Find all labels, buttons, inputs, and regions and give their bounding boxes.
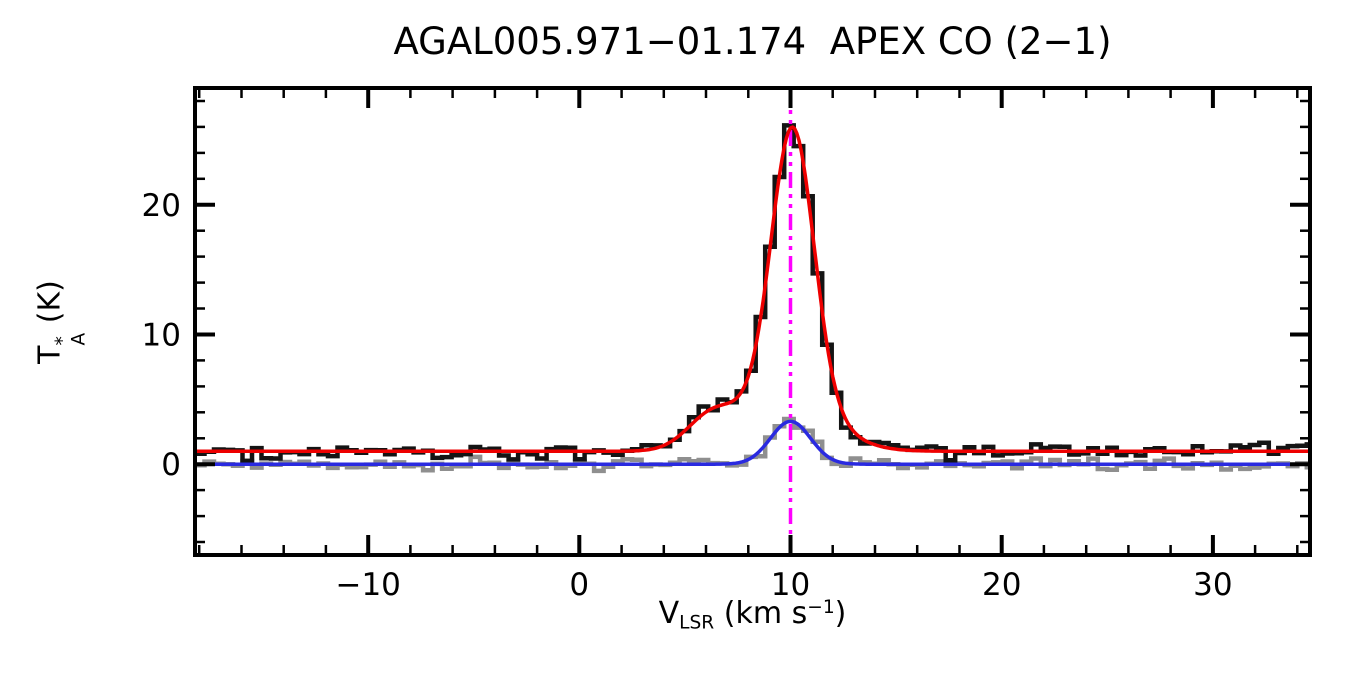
y-tick-label: 0 (161, 447, 181, 483)
observed-fit-curve (195, 125, 1310, 453)
x-label-base: V (658, 596, 680, 631)
secondary-fit-curve (195, 419, 1310, 466)
x-axis-label: VLSR (km s−1) (195, 596, 1310, 634)
x-tick-label: 20 (982, 567, 1021, 603)
y-axis-label: T * A (K) (32, 280, 90, 364)
axes-box (193, 86, 1312, 557)
y-label-sub: A (68, 332, 90, 346)
x-tick-labels: −10 0 10 20 30 (335, 567, 1232, 603)
y-label-stack: * A (53, 332, 90, 346)
y-tick-label: 20 (142, 188, 181, 224)
x-label-sup: −1 (807, 596, 835, 618)
x-label-end: ) (834, 596, 847, 631)
x-tick-label: 10 (771, 567, 810, 603)
y-tick-label: 10 (142, 318, 181, 354)
x-tick-label: 30 (1193, 567, 1232, 603)
y-label-base: T (32, 345, 68, 364)
plot-area (195, 88, 1310, 555)
x-tick-label: −10 (335, 567, 400, 603)
x-label-sub: LSR (679, 612, 715, 634)
plot-title: AGAL005.971−01.174 APEX CO (2−1) (393, 20, 1112, 63)
y-tick-labels: 0 10 20 (142, 188, 181, 483)
observed-spectrum-histogram (195, 123, 1310, 464)
x-tick-label: 0 (569, 567, 589, 603)
y-label-unit: (K) (32, 280, 68, 333)
plot-frame (193, 86, 1312, 557)
x-label-mid: (km s (714, 596, 808, 631)
